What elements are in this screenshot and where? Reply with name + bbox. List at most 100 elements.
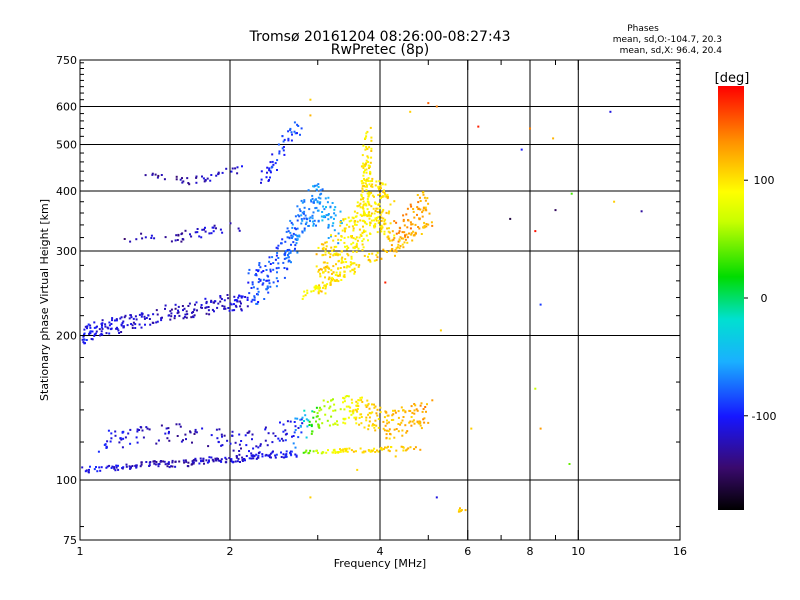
data-point xyxy=(301,201,304,204)
data-point xyxy=(375,180,378,183)
data-point xyxy=(311,194,314,197)
data-point xyxy=(345,449,348,452)
data-point xyxy=(238,294,241,297)
data-point xyxy=(261,453,264,456)
data-point xyxy=(368,146,371,149)
data-point xyxy=(191,463,194,466)
data-point xyxy=(361,185,364,188)
data-point xyxy=(367,200,370,203)
data-point xyxy=(388,421,390,424)
data-point xyxy=(381,183,384,186)
data-point xyxy=(416,420,419,423)
data-point xyxy=(324,284,327,287)
data-point xyxy=(187,182,190,184)
data-point xyxy=(168,430,170,433)
data-point xyxy=(365,419,368,422)
data-point xyxy=(342,219,345,222)
data-point xyxy=(275,285,278,288)
data-point xyxy=(339,448,341,451)
data-point xyxy=(168,439,171,442)
data-point xyxy=(402,218,405,221)
data-point xyxy=(336,274,339,277)
data-point xyxy=(251,298,254,301)
data-point xyxy=(324,287,327,290)
data-point xyxy=(257,452,260,454)
data-point xyxy=(460,509,463,512)
data-point xyxy=(345,223,348,226)
data-point xyxy=(356,410,359,413)
data-point xyxy=(234,299,237,301)
data-point xyxy=(193,433,196,435)
data-point xyxy=(369,170,372,173)
data-point xyxy=(305,436,308,439)
data-point xyxy=(232,449,235,452)
data-point xyxy=(388,450,391,453)
data-point xyxy=(364,165,366,168)
data-point xyxy=(345,447,348,450)
data-point xyxy=(365,203,367,206)
data-point xyxy=(269,169,272,172)
data-point xyxy=(394,411,397,414)
data-point xyxy=(640,210,643,213)
data-point xyxy=(320,290,323,293)
data-point xyxy=(215,459,218,462)
data-point xyxy=(276,159,279,162)
data-point xyxy=(307,189,310,192)
data-point xyxy=(401,243,404,246)
data-point xyxy=(364,185,367,188)
data-point xyxy=(185,310,188,313)
data-point xyxy=(358,423,361,426)
data-point xyxy=(278,152,281,155)
data-point xyxy=(405,213,408,216)
data-point xyxy=(358,228,361,231)
data-point xyxy=(419,448,422,451)
data-point xyxy=(251,283,254,286)
data-point xyxy=(377,450,380,453)
data-point xyxy=(189,431,192,434)
data-point xyxy=(385,411,388,414)
data-point xyxy=(386,419,388,422)
data-point xyxy=(105,466,108,469)
data-point xyxy=(325,241,328,244)
data-point xyxy=(126,324,129,327)
data-point xyxy=(313,411,316,413)
data-point xyxy=(229,302,232,305)
data-point xyxy=(153,462,156,465)
data-point xyxy=(283,267,286,269)
data-point xyxy=(348,410,351,413)
data-point xyxy=(105,445,108,448)
data-point xyxy=(424,406,427,408)
data-point xyxy=(366,215,369,218)
data-point xyxy=(343,236,346,239)
data-point xyxy=(356,408,359,410)
data-point xyxy=(160,424,163,427)
data-point xyxy=(176,239,179,241)
data-point xyxy=(389,203,392,206)
data-point xyxy=(336,420,338,423)
data-point xyxy=(332,254,335,257)
data-point xyxy=(287,230,290,233)
data-point xyxy=(340,222,343,225)
data-point xyxy=(315,286,318,289)
data-point xyxy=(362,162,365,165)
data-point xyxy=(413,234,416,237)
data-point xyxy=(250,452,253,455)
data-point xyxy=(209,179,212,182)
data-point xyxy=(96,325,98,328)
data-point xyxy=(269,171,272,174)
data-point xyxy=(374,405,377,408)
data-point xyxy=(256,302,259,305)
data-point xyxy=(130,323,133,325)
data-point xyxy=(352,246,355,249)
data-point xyxy=(364,163,367,166)
data-point xyxy=(307,224,310,227)
data-point xyxy=(347,246,350,249)
data-point xyxy=(373,403,375,406)
data-point xyxy=(459,507,461,510)
data-point xyxy=(290,131,293,134)
data-point xyxy=(339,253,341,256)
data-point xyxy=(101,322,104,325)
data-point xyxy=(398,239,401,242)
data-point xyxy=(352,250,355,253)
data-point xyxy=(146,427,149,430)
